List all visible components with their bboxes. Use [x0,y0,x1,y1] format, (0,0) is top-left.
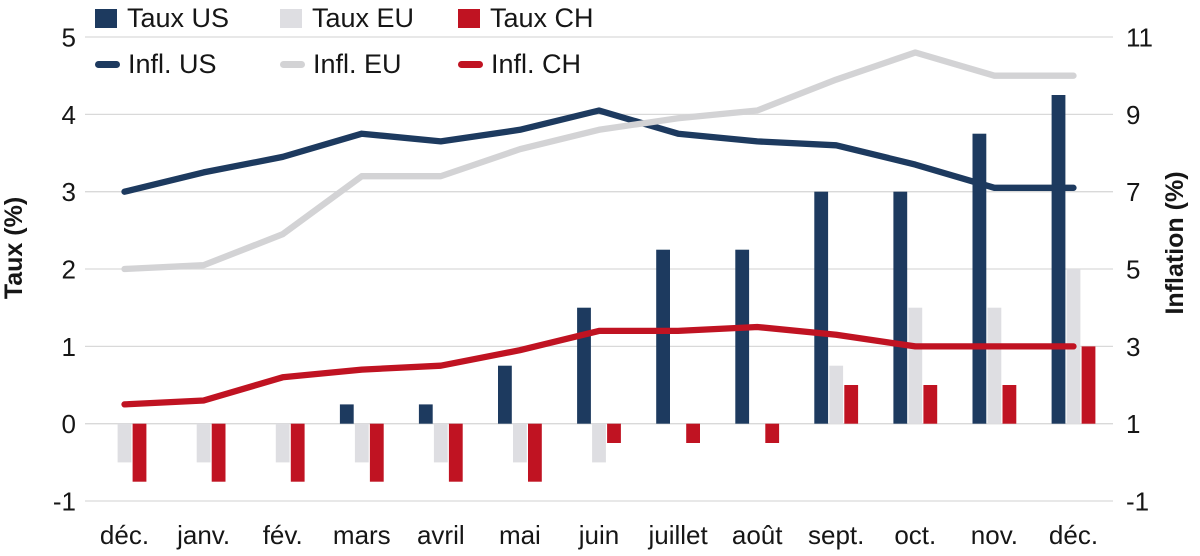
bar-taux-ch [448,423,463,482]
right-tick-label: 1 [1126,409,1140,439]
bar-taux-us [418,404,433,424]
bar-taux-us [972,133,987,424]
tick-labels-layer: 5 11 4 9 3 7 2 5 1 3 0 1 -1 -1 déc. janv. fév. mars avril m… [53,23,1153,551]
x-axis-label: août [732,520,783,550]
bar-taux-us [339,404,354,424]
lines-layer [121,49,1077,408]
bar-taux-eu [433,423,448,463]
right-axis-title: Inflation (%) [1161,171,1189,314]
x-axis-label: nov. [971,520,1018,550]
x-axis-label: mai [499,520,541,550]
line-infl-ch [121,323,1077,408]
bar-taux-us [735,249,750,424]
bar-taux-us [577,307,591,424]
bar-taux-ch [211,423,226,482]
x-axis-label: déc. [100,520,149,550]
x-axis-label: fév. [263,520,303,550]
x-axis-label: sept. [808,520,864,550]
bar-taux-ch [528,423,542,482]
left-axis-title: Taux (%) [0,197,28,299]
bar-taux-eu [196,423,211,463]
bar-taux-us [814,191,829,424]
bar-taux-ch [290,423,305,482]
bar-taux-ch [765,423,780,443]
bar-taux-eu [908,307,923,424]
left-tick-label: 0 [62,409,76,439]
bar-taux-eu [354,423,369,463]
bar-taux-ch [1081,346,1096,424]
left-tick-label: -1 [53,487,76,517]
x-axis-label: juin [578,520,619,550]
bar-taux-eu [829,365,844,424]
bar-taux-ch [607,423,621,443]
right-tick-label: 5 [1126,255,1140,285]
x-axis-label: déc. [1049,520,1098,550]
right-tick-label: 7 [1126,177,1140,207]
bar-taux-eu [513,423,527,463]
line-infl-us [121,107,1077,195]
right-tick-label: 9 [1126,100,1140,130]
bar-taux-ch [369,423,384,482]
bar-taux-us [498,365,512,424]
bar-taux-us [656,249,670,424]
right-tick-label: -1 [1126,487,1149,517]
x-axis-label: juillet [647,520,708,550]
x-axis-label: avril [417,520,465,550]
bar-taux-eu [592,423,606,463]
bar-taux-ch [844,385,859,424]
left-tick-label: 4 [62,100,76,130]
bar-taux-ch [686,423,700,443]
bar-taux-eu [117,423,132,463]
x-axis-label: oct. [894,520,936,550]
bar-taux-ch [923,385,938,424]
left-tick-label: 2 [62,255,76,285]
bar-taux-us [893,191,908,424]
bar-taux-eu [987,307,1002,424]
left-tick-label: 1 [62,332,76,362]
left-tick-label: 3 [62,177,76,207]
left-tick-label: 5 [62,23,76,53]
bar-taux-ch [132,423,147,482]
right-tick-label: 11 [1126,23,1153,53]
line-infl-eu [121,49,1077,273]
x-axis-label: mars [333,520,391,550]
x-axis-label: janv. [176,520,230,550]
bar-taux-us [1051,95,1066,424]
right-tick-label: 3 [1126,332,1140,362]
bar-taux-eu [275,423,290,463]
bar-taux-ch [1002,385,1017,424]
